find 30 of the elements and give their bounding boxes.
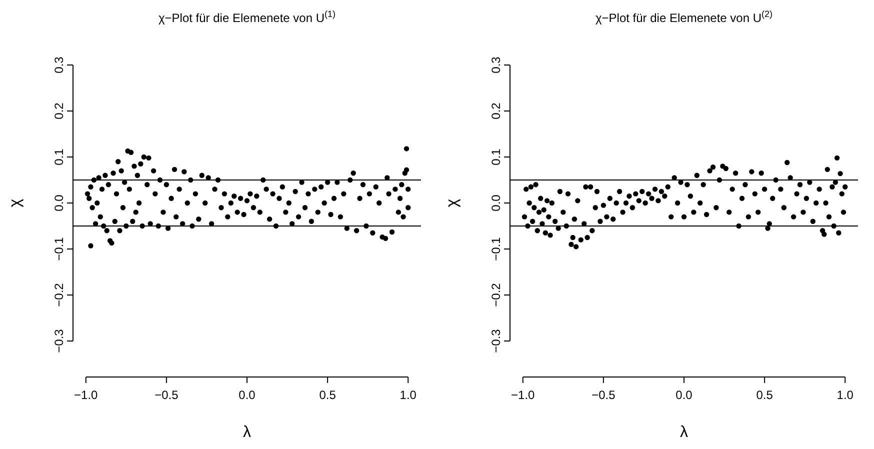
y-tick-label: −0.3 (52, 328, 66, 353)
chart-title: χ−Plot für die Elemenete von U$^{(2)}$ (595, 9, 773, 25)
x-tick-label: −0.5 (592, 388, 616, 402)
y-tick-label: 0.0 (52, 194, 66, 212)
x-tick-label: 1.0 (400, 388, 417, 402)
chart-title: χ−Plot für die Elemenete von U$^{(1)}$ (158, 9, 336, 25)
y-tick-label: −0.1 (489, 236, 503, 261)
y-tick-label: 0.0 (489, 194, 503, 212)
y-tick-label: 0.3 (52, 56, 66, 74)
x-tick-label: 0.0 (238, 388, 256, 402)
x-tick-label: −0.5 (154, 388, 179, 402)
y-tick-label: −0.3 (489, 328, 503, 353)
y-axis-title: χ (444, 198, 461, 208)
y-tick-label: 0.2 (52, 102, 66, 120)
y-tick-label: −0.2 (52, 282, 66, 307)
x-tick-label: −1.0 (511, 388, 536, 402)
y-tick-label: −0.1 (52, 236, 66, 261)
y-tick-label: 0.3 (489, 56, 503, 74)
x-tick-label: 0.5 (756, 388, 774, 402)
x-tick-label: 0.5 (319, 388, 336, 402)
y-axis-title: χ (7, 198, 24, 208)
x-tick-label: −1.0 (74, 388, 98, 402)
y-tick-label: 0.2 (489, 102, 503, 120)
y-tick-label: −0.2 (489, 282, 503, 307)
x-tick-label: 1.0 (836, 388, 854, 402)
y-tick-label: 0.1 (489, 148, 503, 166)
x-axis-title: λ (243, 424, 251, 441)
x-tick-label: 0.0 (676, 388, 693, 402)
y-tick-label: 0.1 (52, 148, 66, 166)
x-axis-title: λ (680, 424, 688, 441)
